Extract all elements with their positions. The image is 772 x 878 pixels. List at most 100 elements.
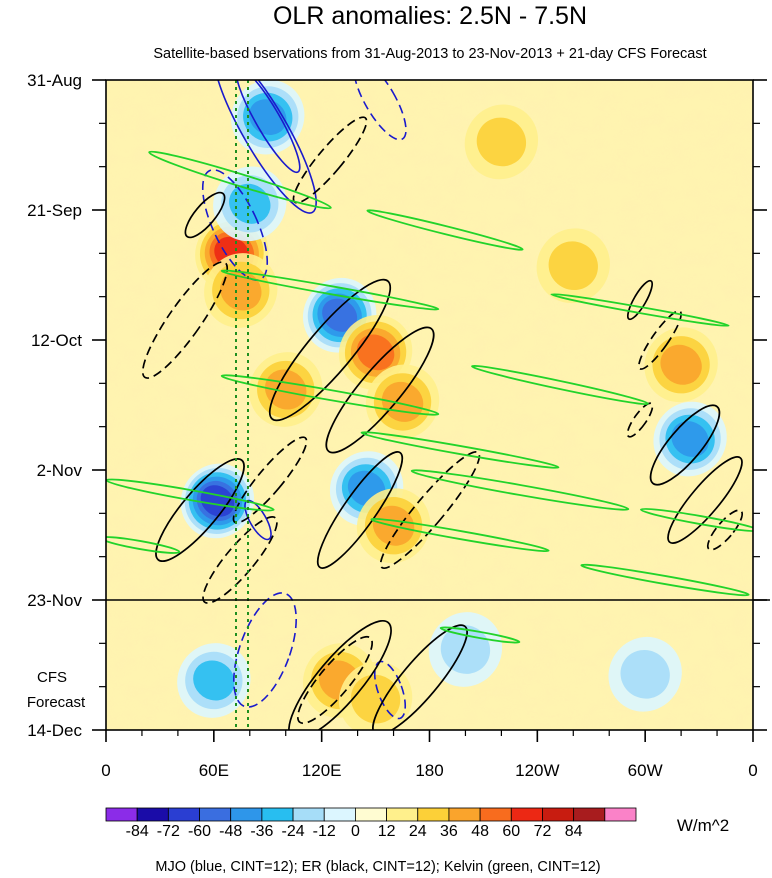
er-contour: [667, 456, 743, 544]
mjo-contour: [353, 80, 407, 141]
anomaly-blob: [322, 298, 358, 332]
er-contour: [288, 619, 392, 730]
colorbar-label: 84: [565, 823, 583, 840]
colorbar-swatch: [230, 807, 263, 822]
y-tick-label: 21-Sep: [27, 201, 82, 220]
colorbar-swatch: [199, 807, 232, 822]
anomaly-blob: [193, 660, 235, 701]
anomaly-blob: [476, 117, 527, 167]
colorbar-label: -48: [219, 823, 242, 840]
anomaly-blob: [229, 183, 271, 224]
kelvin-contours: [106, 150, 753, 644]
colorbar-swatch: [417, 807, 450, 822]
er-contour: [155, 458, 245, 562]
colorbar-label: 24: [409, 823, 427, 840]
anomaly-blob: [620, 649, 670, 699]
colorbar-swatch: [355, 807, 387, 822]
x-tick-label: 120E: [302, 761, 342, 780]
mjo-contour: [213, 80, 317, 214]
anomaly-blob: [548, 241, 598, 291]
kelvin-contour: [148, 150, 332, 210]
anomaly-blob: [671, 421, 709, 457]
er-contour: [372, 624, 468, 730]
kelvin-contour: [370, 517, 550, 553]
colorbar-label: 0: [351, 823, 360, 840]
kelvin-contour: [580, 563, 750, 597]
colorbar-label: 48: [471, 823, 489, 840]
colorbar-swatch: [105, 807, 138, 822]
colorbar-swatch: [510, 807, 543, 822]
colorbar-label: -12: [313, 823, 336, 840]
colorbar-label: 36: [440, 823, 458, 840]
anomaly-blob: [381, 381, 424, 422]
mjo-contour: [233, 592, 297, 708]
er-contour: [268, 278, 392, 422]
er-contour: [626, 402, 654, 438]
colorbar-label: -84: [126, 823, 149, 840]
x-tick-label: 60W: [628, 761, 663, 780]
x-tick-label: 0: [101, 761, 110, 780]
mjo-contour: [201, 169, 269, 281]
chart-footer: MJO (blue, CINT=12); ER (black, CINT=12)…: [155, 859, 600, 875]
forecast-label-line2: Forecast: [27, 694, 86, 711]
er-contour: [202, 516, 278, 604]
colorbar-label: 12: [378, 823, 396, 840]
kelvin-contour: [640, 507, 753, 533]
colorbar-swatch: [448, 807, 481, 822]
forecast-label-line1: CFS: [37, 669, 67, 686]
er-contour: [379, 450, 481, 570]
colorbar-swatch: [136, 807, 169, 822]
kelvin-contour: [550, 293, 730, 327]
colorbar-label: -36: [250, 823, 273, 840]
contour-layer: [106, 80, 753, 730]
colorbar-swatch: [479, 807, 512, 822]
colorbar-swatch: [292, 807, 325, 822]
er-contour: [296, 635, 374, 725]
x-tick-label: 0: [748, 761, 757, 780]
anomaly-blob: [660, 344, 702, 385]
chart-subtitle: Satellite-based bservations from 31-Aug-…: [153, 46, 706, 62]
y-tick-label: 12-Oct: [31, 331, 82, 350]
plot-area: [106, 80, 753, 730]
er-contour: [184, 191, 226, 239]
kelvin-contour: [220, 374, 440, 416]
x-axis: 0 60E 120E 180 120W 60W 0: [101, 730, 758, 780]
er-contour: [638, 310, 682, 370]
anomaly-blob: [356, 334, 395, 371]
anomaly-blob: [220, 270, 262, 311]
x-tick-label: 180: [415, 761, 443, 780]
mjo-contour: [235, 80, 301, 174]
colorbar-label: -24: [281, 823, 304, 840]
y-tick-label: 31-Aug: [27, 71, 82, 90]
colorbar-swatch: [604, 807, 637, 822]
y-axis: 31-Aug 21-Sep 12-Oct 2-Nov 23-Nov 14-Dec: [27, 71, 767, 740]
er-contour: [626, 279, 654, 321]
colorbar-swatch: [386, 807, 419, 822]
colorbar-swatch: [167, 807, 200, 822]
colorbar-label: 72: [534, 823, 552, 840]
anomaly-blob: [265, 369, 307, 410]
colorbar-label: 60: [502, 823, 520, 840]
er-contour: [141, 261, 229, 379]
kelvin-contour: [360, 431, 560, 469]
kelvin-contour: [439, 626, 521, 644]
chart-title: OLR anomalies: 2.5N - 7.5N: [273, 2, 587, 30]
er-contour: [706, 509, 744, 551]
colorbar-swatch: [323, 807, 356, 822]
colorbar: -84 -72 -60 -48 -36 -24 -12 0 12 24 36 48 60 72 84: [105, 807, 637, 840]
kelvin-contour: [106, 536, 181, 554]
y-tick-label: 2-Nov: [37, 461, 83, 480]
colorbar-label: -72: [157, 823, 180, 840]
colorbar-swatch: [261, 807, 294, 822]
colorbar-label: -60: [188, 823, 211, 840]
colorbar-swatch: [573, 807, 606, 822]
colorbar-swatch: [542, 807, 575, 822]
colorbar-unit: W/m^2: [677, 816, 729, 835]
kelvin-contour: [471, 364, 649, 406]
kelvin-contour: [410, 469, 630, 511]
x-tick-label: 60E: [199, 761, 229, 780]
x-tick-label: 120W: [515, 761, 559, 780]
y-tick-label: 23-Nov: [27, 591, 82, 610]
kelvin-contour: [366, 209, 524, 251]
